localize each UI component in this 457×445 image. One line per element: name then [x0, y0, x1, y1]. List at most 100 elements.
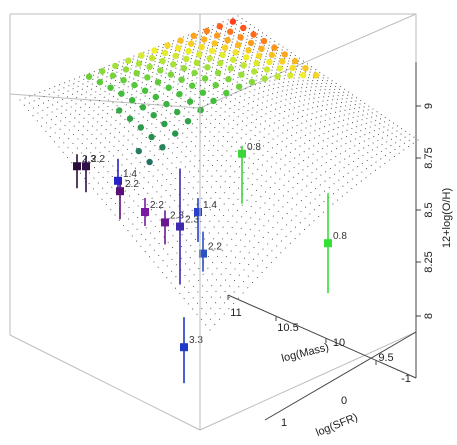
mesh-dot — [379, 166, 381, 168]
mesh-dot — [143, 176, 145, 178]
mesh-dot — [107, 68, 110, 70]
mesh-dot — [52, 104, 54, 106]
mesh-dot — [313, 145, 315, 147]
mesh-dot — [200, 318, 202, 321]
mesh-dot — [194, 238, 197, 241]
surface-sphere — [255, 52, 263, 60]
mesh-dot — [217, 232, 219, 234]
surface-sphere — [214, 32, 221, 39]
mesh-dot — [158, 159, 160, 161]
mesh-dot — [266, 170, 268, 172]
mesh-dot — [68, 129, 70, 131]
mesh-dot — [311, 171, 313, 174]
mesh-dot — [304, 134, 306, 136]
mesh-dot — [283, 78, 285, 80]
mesh-dot — [57, 95, 59, 97]
mesh-dot — [299, 233, 301, 235]
mesh-dot — [230, 155, 232, 157]
mesh-dot — [217, 140, 219, 142]
mesh-dot — [252, 100, 254, 102]
mesh-dot — [224, 34, 226, 36]
mesh-dot — [124, 201, 126, 203]
mesh-dot — [310, 181, 312, 183]
mesh-dot — [225, 160, 227, 162]
mesh-dot — [77, 138, 79, 140]
mesh-dot — [200, 79, 202, 81]
mesh-dot — [392, 127, 394, 129]
mesh-dot — [275, 55, 277, 57]
mesh-dot — [274, 58, 276, 60]
surface-sphere — [230, 56, 237, 63]
mesh-dot — [207, 103, 209, 105]
mesh-dot — [171, 270, 173, 272]
mesh-dot — [186, 40, 188, 42]
surface-sphere — [167, 71, 175, 78]
mesh-dot — [211, 66, 213, 68]
mesh-dot — [275, 172, 277, 174]
mesh-dot — [185, 251, 187, 253]
mesh-dot — [185, 43, 187, 45]
mesh-dot — [244, 234, 246, 236]
mesh-dot — [158, 62, 160, 64]
mesh-dot — [201, 114, 203, 116]
mesh-dot — [222, 82, 225, 84]
mesh-dot — [290, 219, 292, 221]
mesh-dot — [251, 183, 253, 185]
surface-sphere — [131, 81, 138, 89]
mesh-dot — [212, 62, 214, 65]
mesh-dot — [230, 47, 232, 49]
mesh-dot — [189, 64, 191, 67]
mesh-dot — [249, 240, 251, 242]
mesh-dot — [376, 153, 378, 155]
mesh-dot — [232, 78, 234, 80]
mesh-dot — [244, 47, 246, 49]
mesh-dot — [226, 62, 228, 64]
mesh-dot — [220, 29, 223, 31]
point-marker — [199, 249, 207, 258]
point-label: 1.4 — [203, 200, 217, 211]
mesh-dot — [248, 103, 250, 105]
mesh-dot — [265, 55, 267, 58]
mesh-dot — [223, 77, 225, 79]
mesh-dot — [384, 162, 386, 164]
mesh-dot — [50, 119, 52, 121]
mesh-dot — [209, 220, 211, 222]
mesh-dot — [289, 160, 291, 163]
point-label: 2.2 — [208, 242, 222, 253]
mesh-dot — [304, 217, 306, 219]
mesh-dot — [249, 147, 251, 149]
mesh-dot — [176, 252, 178, 254]
mesh-dot — [90, 152, 92, 154]
mesh-dot — [297, 111, 299, 113]
mesh-dot — [286, 224, 288, 226]
mesh-dot — [386, 135, 388, 137]
mesh-dot — [305, 195, 307, 198]
mesh-dot — [261, 108, 263, 111]
mesh-dot — [323, 201, 325, 203]
mesh-dot — [332, 95, 334, 97]
mesh-dot — [163, 236, 165, 238]
mesh-dot — [228, 308, 230, 310]
mesh-dot — [213, 226, 215, 228]
mesh-dot — [309, 202, 311, 204]
mesh-dot — [196, 37, 198, 39]
mesh-dot — [120, 73, 122, 75]
surface-sphere — [138, 52, 145, 59]
mesh-dot — [114, 202, 117, 205]
mesh-dot — [249, 228, 251, 230]
mesh-dot — [183, 71, 185, 73]
mesh-dot — [313, 97, 315, 99]
mesh-dot — [290, 93, 292, 95]
mesh-dot — [207, 96, 209, 98]
mesh-dot — [299, 222, 301, 224]
mesh-dot — [230, 165, 232, 167]
mesh-dot — [259, 218, 261, 220]
mesh-dot — [88, 113, 90, 116]
mesh-dot — [187, 193, 190, 195]
mesh-dot — [84, 110, 86, 112]
surface-sphere — [279, 58, 286, 65]
mesh-dot — [263, 213, 266, 215]
mesh-dot — [328, 186, 330, 188]
mesh-dot — [144, 102, 146, 104]
mesh-dot — [166, 179, 168, 181]
